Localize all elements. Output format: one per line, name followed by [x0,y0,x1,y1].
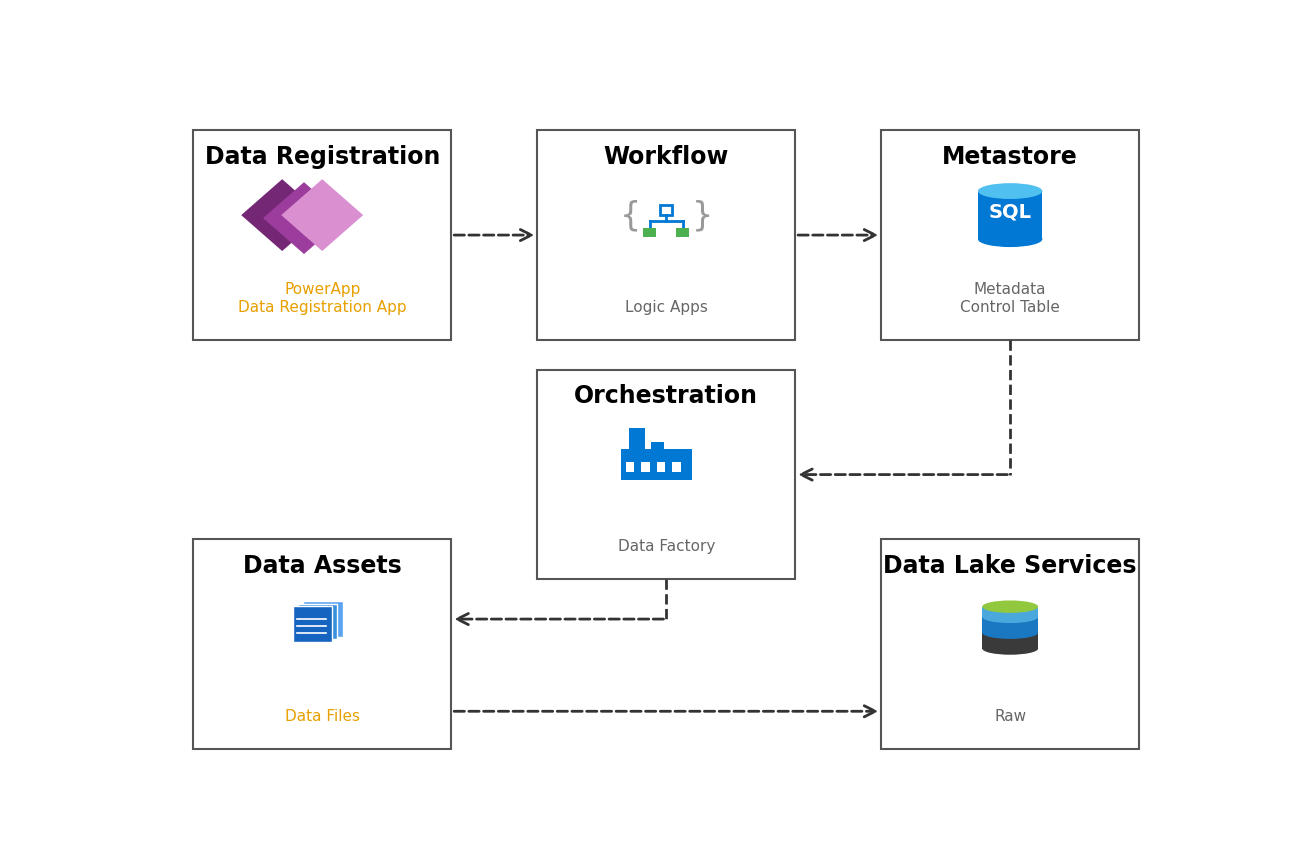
Bar [629,428,645,464]
Bar [676,228,689,237]
Bar [983,607,1037,617]
Bar [298,604,337,639]
Text: Workflow: Workflow [604,145,729,169]
Bar [641,462,650,472]
Bar [626,462,634,472]
Text: {: { [620,200,641,232]
Text: PowerApp
Data Registration App: PowerApp Data Registration App [238,283,407,314]
Bar [303,600,343,637]
Ellipse shape [983,600,1037,613]
Ellipse shape [983,611,1037,623]
Bar [292,607,331,642]
Polygon shape [282,179,363,251]
Polygon shape [241,179,324,251]
Text: Metastore: Metastore [942,145,1078,169]
Text: Data Registration: Data Registration [205,145,440,169]
Bar [651,442,664,464]
Text: Metadata
Control Table: Metadata Control Table [960,283,1060,314]
Ellipse shape [977,232,1043,247]
Bar [983,632,1037,649]
Bar [660,206,672,215]
Bar [621,448,692,480]
FancyBboxPatch shape [538,130,795,340]
Bar [643,228,656,237]
FancyBboxPatch shape [193,539,452,749]
Text: SQL: SQL [989,203,1032,222]
Text: Raw: Raw [994,708,1026,724]
Text: Data Assets: Data Assets [243,554,402,578]
Text: Data Lake Services: Data Lake Services [883,554,1137,578]
Text: Data Files: Data Files [284,708,360,724]
Ellipse shape [983,626,1037,638]
Text: Logic Apps: Logic Apps [625,300,707,314]
Text: Orchestration: Orchestration [574,384,758,409]
Ellipse shape [983,642,1037,655]
Text: Data Factory: Data Factory [617,539,715,554]
Bar [672,462,681,472]
Bar [656,462,666,472]
Bar [983,617,1037,632]
Ellipse shape [977,183,1043,199]
FancyBboxPatch shape [881,539,1139,749]
FancyBboxPatch shape [193,130,452,340]
Text: }: } [692,200,713,232]
FancyBboxPatch shape [538,370,795,580]
Bar [977,191,1043,239]
FancyBboxPatch shape [881,130,1139,340]
Polygon shape [264,182,345,254]
